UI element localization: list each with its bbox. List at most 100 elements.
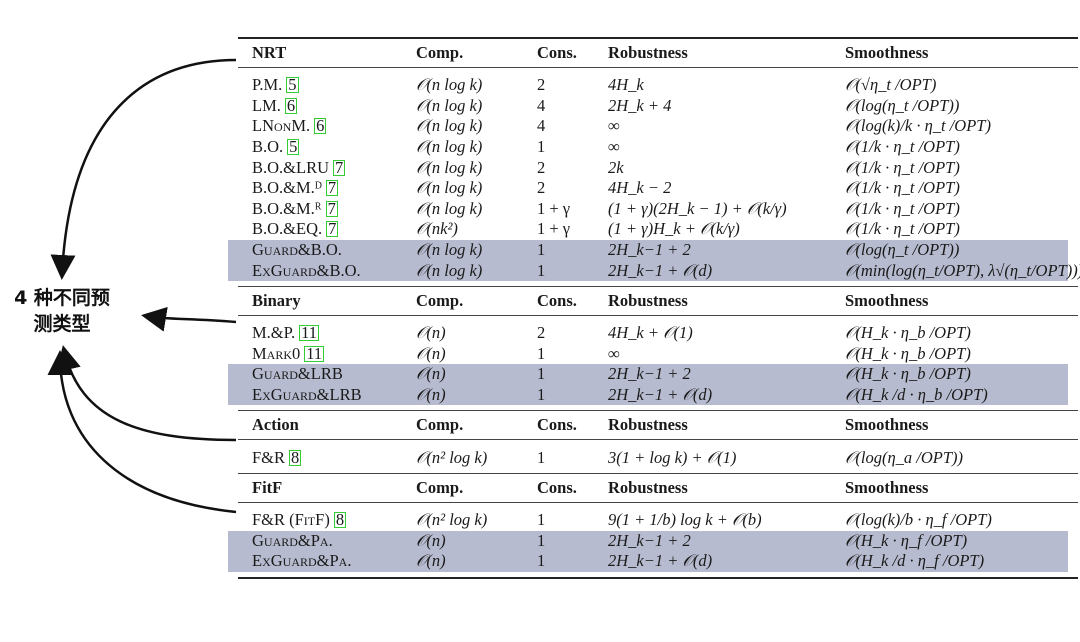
smoothness: 𝒪(H_k /d · η_b /OPT): [845, 385, 988, 405]
column-header-cons: Cons.: [537, 415, 577, 435]
consistency: 1: [537, 137, 546, 157]
consistency: 1: [537, 260, 546, 280]
table-row: B.O.&EQ. 7 𝒪(nk²) 1 + γ (1 + γ)H_k + 𝒪(k/γ) 𝒪…: [238, 219, 1078, 240]
table-row: B.O.&LRU 7 𝒪(n log k) 2 2k 𝒪(1/k · η_t /OPT): [238, 157, 1078, 178]
table-row: F&R 8 𝒪(n² log k) 1 3(1 + log k) + 𝒪(1) 𝒪(log…: [238, 447, 1078, 468]
smoothness: 𝒪(H_k · η_b /OPT): [845, 323, 971, 343]
algorithm-label: B.O.: [252, 137, 284, 157]
table-row: B.O.&M.ᴰ 7 𝒪(n log k) 2 4H_k − 2 𝒪(1/k · η_t …: [238, 178, 1078, 199]
complexity: 𝒪(n log k): [416, 240, 483, 260]
citation-link[interactable]: 5: [286, 75, 299, 95]
section-title: Action: [252, 415, 299, 435]
consistency: 4: [537, 116, 546, 136]
robustness: 2H_k + 4: [608, 95, 672, 115]
column-header-rob: Robustness: [608, 477, 688, 497]
robustness: (1 + γ)(2H_k − 1) + 𝒪(k/γ): [608, 198, 787, 218]
smoothness: 𝒪(H_k /d · η_f /OPT): [845, 551, 985, 571]
column-header-smooth: Smoothness: [845, 43, 929, 62]
algorithm-name: P.M. 5: [252, 75, 299, 95]
algorithm-label: M.&P.: [252, 323, 296, 343]
complexity: 𝒪(n): [416, 551, 446, 571]
section-body: M.&P. 11 𝒪(n) 2 4H_k + 𝒪(1) 𝒪(H_k · η_b /OPT)…: [228, 316, 1078, 410]
algorithm-label: B.O.&EQ.: [252, 219, 323, 239]
robustness: (1 + γ)H_k + 𝒪(k/γ): [608, 219, 740, 239]
algorithm-label: F&R: [252, 447, 286, 467]
consistency: 1: [537, 530, 546, 550]
robustness: 2H_k−1 + 𝒪(d): [608, 260, 713, 280]
algorithm-label: B.O.&M.ᴰ: [252, 178, 322, 198]
algorithm-name: B.O.&M.ᴿ 7: [252, 199, 338, 219]
citation-link[interactable]: 11: [304, 343, 325, 363]
section-header-binary: Binary Comp. Cons. Robustness Smoothness: [238, 287, 1078, 315]
robustness: 2k: [608, 157, 624, 177]
algorithm-name: ExGuard&B.O.: [252, 261, 361, 281]
citation-link[interactable]: 5: [287, 137, 300, 157]
algorithm-name: B.O.&EQ. 7: [252, 219, 339, 239]
section-title: FitF: [252, 477, 283, 497]
consistency: 2: [537, 75, 546, 95]
section-rule: [238, 285, 1078, 287]
consistency: 2: [537, 157, 546, 177]
complexity: 𝒪(n): [416, 323, 446, 343]
consistency: 1: [537, 385, 546, 405]
arrow-nrt: [50, 58, 237, 280]
consistency: 1: [537, 364, 546, 384]
column-header-comp: Comp.: [416, 290, 464, 310]
smoothness: 𝒪(log(η_t /OPT)): [845, 95, 960, 115]
column-header-cons: Cons.: [537, 477, 577, 497]
robustness: 4H_k − 2: [608, 178, 672, 198]
algorithm-label: B.O.&LRU: [252, 157, 330, 177]
section-header-nrt: NRT Comp. Cons. Robustness Smoothness: [238, 39, 1078, 67]
complexity: 𝒪(n² log k): [416, 510, 488, 530]
citation-link[interactable]: 6: [284, 95, 298, 115]
table-row: ExGuard&B.O. 𝒪(n log k) 1 2H_k−1 + 𝒪(d) 𝒪(mi…: [228, 260, 1080, 281]
algorithm-name: ExGuard&Pa.: [252, 551, 351, 571]
section-body: F&R 8 𝒪(n² log k) 1 3(1 + log k) + 𝒪(1) 𝒪(log…: [238, 440, 1078, 473]
complexity: 𝒪(n log k): [416, 260, 483, 280]
algorithm-name: Guard&LRB: [252, 364, 343, 384]
table-row: LNonM. 6 𝒪(n log k) 4 ∞ 𝒪(log(k)/k · η_t /OPT…: [238, 116, 1078, 137]
algorithm-name: Guard&B.O.: [252, 240, 342, 260]
table-row: B.O.&M.ᴿ 7 𝒪(n log k) 1 + γ (1 + γ)(2H_k − 1…: [238, 199, 1078, 220]
header-rule: [238, 439, 1078, 441]
section-header-action: Action Comp. Cons. Robustness Smoothness: [238, 411, 1078, 439]
column-header-rob: Robustness: [608, 43, 688, 62]
citation-link[interactable]: 7: [325, 198, 338, 218]
algorithm-name: ExGuard&LRB: [252, 385, 362, 405]
algorithm-name: LNonM. 6: [252, 116, 327, 136]
header-rule: [238, 67, 1078, 68]
robustness: 3(1 + log k) + 𝒪(1): [608, 447, 737, 467]
citation-link[interactable]: 7: [333, 157, 346, 177]
algorithm-label: Guard&B.O.: [252, 240, 342, 260]
column-header-comp: Comp.: [416, 415, 464, 435]
citation-link[interactable]: 7: [326, 219, 339, 239]
robustness: 2H_k−1 + 𝒪(d): [608, 385, 713, 405]
algorithm-label: ExGuard&Pa.: [252, 551, 352, 571]
citation-link[interactable]: 8: [333, 510, 347, 530]
citation-link[interactable]: 6: [314, 116, 327, 136]
arrow-action: [56, 345, 237, 442]
consistency: 1: [537, 240, 546, 260]
complexity: 𝒪(n): [416, 530, 446, 550]
algorithm-label: LM.: [252, 95, 281, 115]
algorithm-label: ExGuard&B.O.: [252, 260, 361, 280]
algorithm-label: Guard&Pa.: [252, 530, 333, 550]
complexity: 𝒪(n log k): [416, 116, 483, 136]
table-row: ExGuard&LRB 𝒪(n) 1 2H_k−1 + 𝒪(d) 𝒪(H_k /d · …: [228, 384, 1068, 406]
algorithm-name: F&R (FitF) 8: [252, 510, 347, 530]
citation-link[interactable]: 8: [289, 447, 302, 467]
citation-link[interactable]: 7: [325, 178, 339, 198]
annotation-line-2: 测类型: [33, 313, 91, 335]
complexity: 𝒪(n log k): [416, 75, 483, 95]
robustness: 4H_k + 𝒪(1): [608, 323, 693, 343]
complexity: 𝒪(n): [416, 385, 446, 405]
smoothness: 𝒪(min(log(η_t/OPT), λ√(η_t/OPT))): [845, 260, 1080, 280]
table-row: B.O. 5 𝒪(n log k) 1 ∞ 𝒪(1/k · η_t /OPT): [238, 137, 1078, 158]
section-body: F&R (FitF) 8 𝒪(n² log k) 1 9(1 + 1/b) log k …: [228, 503, 1078, 577]
smoothness: 𝒪(1/k · η_t /OPT): [845, 219, 960, 239]
consistency: 1: [537, 343, 546, 363]
citation-link[interactable]: 11: [299, 323, 319, 343]
algorithm-name: B.O.&LRU 7: [252, 157, 346, 178]
header-rule: [238, 314, 1078, 316]
